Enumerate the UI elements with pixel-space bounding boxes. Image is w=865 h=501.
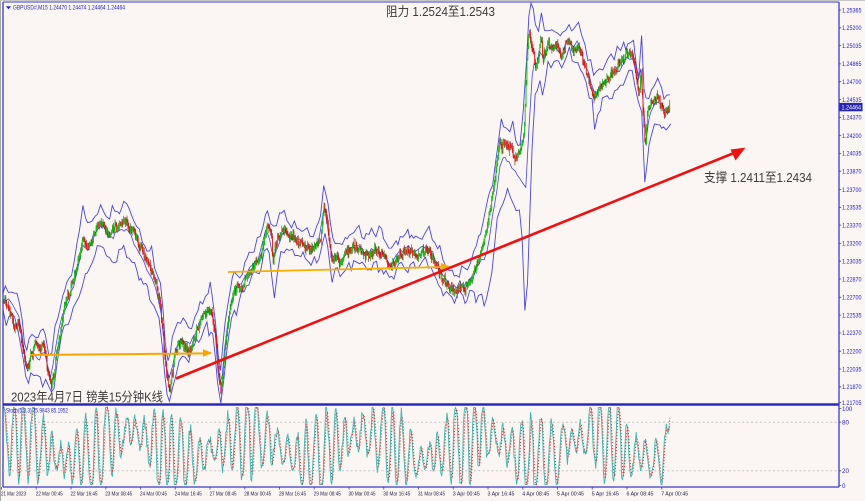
svg-text:Stoch(5,3,3) 75.9843 85.1952: Stoch(5,3,3) 75.9843 85.1952 [6, 408, 68, 415]
svg-text:1.25200: 1.25200 [842, 25, 862, 32]
svg-text:24 Mar 16:45: 24 Mar 16:45 [175, 492, 202, 498]
svg-text:28 Mar 16:45: 28 Mar 16:45 [279, 492, 306, 498]
svg-text:1.22535: 1.22535 [842, 312, 862, 319]
svg-text:22 Mar 16:45: 22 Mar 16:45 [71, 492, 98, 498]
svg-text:0: 0 [842, 483, 846, 490]
svg-text:1.23700: 1.23700 [842, 187, 862, 194]
svg-text:3 Apr 00:45: 3 Apr 00:45 [453, 492, 480, 498]
svg-text:5 Apr 00:45: 5 Apr 00:45 [557, 492, 584, 498]
svg-text:支撑 1.2411至1.2434: 支撑 1.2411至1.2434 [704, 170, 812, 185]
svg-text:1.22035: 1.22035 [842, 366, 862, 373]
svg-text:3 Apr 16:45: 3 Apr 16:45 [488, 492, 515, 498]
svg-text:6 Apr 08:45: 6 Apr 08:45 [627, 492, 654, 498]
svg-text:1.25365: 1.25365 [842, 7, 862, 14]
svg-text:31 Mar 08:45: 31 Mar 08:45 [418, 492, 445, 498]
svg-text:23 Mar 08:45: 23 Mar 08:45 [105, 492, 132, 498]
svg-text:1.24035: 1.24035 [842, 151, 862, 158]
svg-text:30 Mar 16:45: 30 Mar 16:45 [383, 492, 410, 498]
svg-text:80: 80 [842, 420, 849, 427]
svg-text:5 Apr 16:45: 5 Apr 16:45 [592, 492, 619, 498]
svg-text:100: 100 [842, 406, 853, 413]
svg-text:1.24865: 1.24865 [842, 61, 862, 68]
svg-text:1.22370: 1.22370 [842, 330, 862, 337]
svg-text:28 Mar 00:45: 28 Mar 00:45 [244, 492, 271, 498]
svg-text:1.23535: 1.23535 [842, 205, 862, 212]
svg-text:1.24535: 1.24535 [842, 97, 862, 104]
svg-text:1.22870: 1.22870 [842, 276, 862, 283]
svg-text:22 Mar 00:45: 22 Mar 00:45 [36, 492, 63, 498]
svg-text:21 Mar 2023: 21 Mar 2023 [1, 492, 26, 498]
svg-text:4 Apr 08:45: 4 Apr 08:45 [522, 492, 549, 498]
svg-text:20: 20 [842, 468, 849, 475]
svg-text:24 Mar 00:45: 24 Mar 00:45 [140, 492, 167, 498]
svg-text:1.22700: 1.22700 [842, 295, 862, 302]
svg-text:阻力 1.2524至1.2543: 阻力 1.2524至1.2543 [386, 4, 495, 19]
svg-text:1.23870: 1.23870 [842, 169, 862, 176]
svg-text:1.24200: 1.24200 [842, 133, 862, 140]
svg-text:1.23035: 1.23035 [842, 259, 862, 266]
svg-text:1.25035: 1.25035 [842, 43, 862, 50]
svg-text:29 Mar 08:45: 29 Mar 08:45 [314, 492, 341, 498]
svg-text:GBPUSD#,M15 1.24470 1.24474 1: GBPUSD#,M15 1.24470 1.24474 1.24464 1.24… [13, 5, 125, 12]
svg-text:30 Mar 00:45: 30 Mar 00:45 [349, 492, 376, 498]
svg-text:1.23200: 1.23200 [842, 241, 862, 248]
svg-text:1.24464: 1.24464 [842, 105, 862, 112]
svg-text:1.22200: 1.22200 [842, 349, 862, 356]
svg-text:1.21870: 1.21870 [842, 384, 862, 391]
svg-text:1.24700: 1.24700 [842, 79, 862, 86]
svg-text:1.23370: 1.23370 [842, 222, 862, 229]
svg-text:1.21705: 1.21705 [842, 400, 862, 407]
svg-text:2023年4月7日 镑美15分钟K线: 2023年4月7日 镑美15分钟K线 [11, 390, 163, 405]
svg-text:7 Apr 00:45: 7 Apr 00:45 [661, 492, 688, 498]
svg-text:27 Mar 08:45: 27 Mar 08:45 [210, 492, 237, 498]
svg-text:1.24370: 1.24370 [842, 115, 862, 122]
